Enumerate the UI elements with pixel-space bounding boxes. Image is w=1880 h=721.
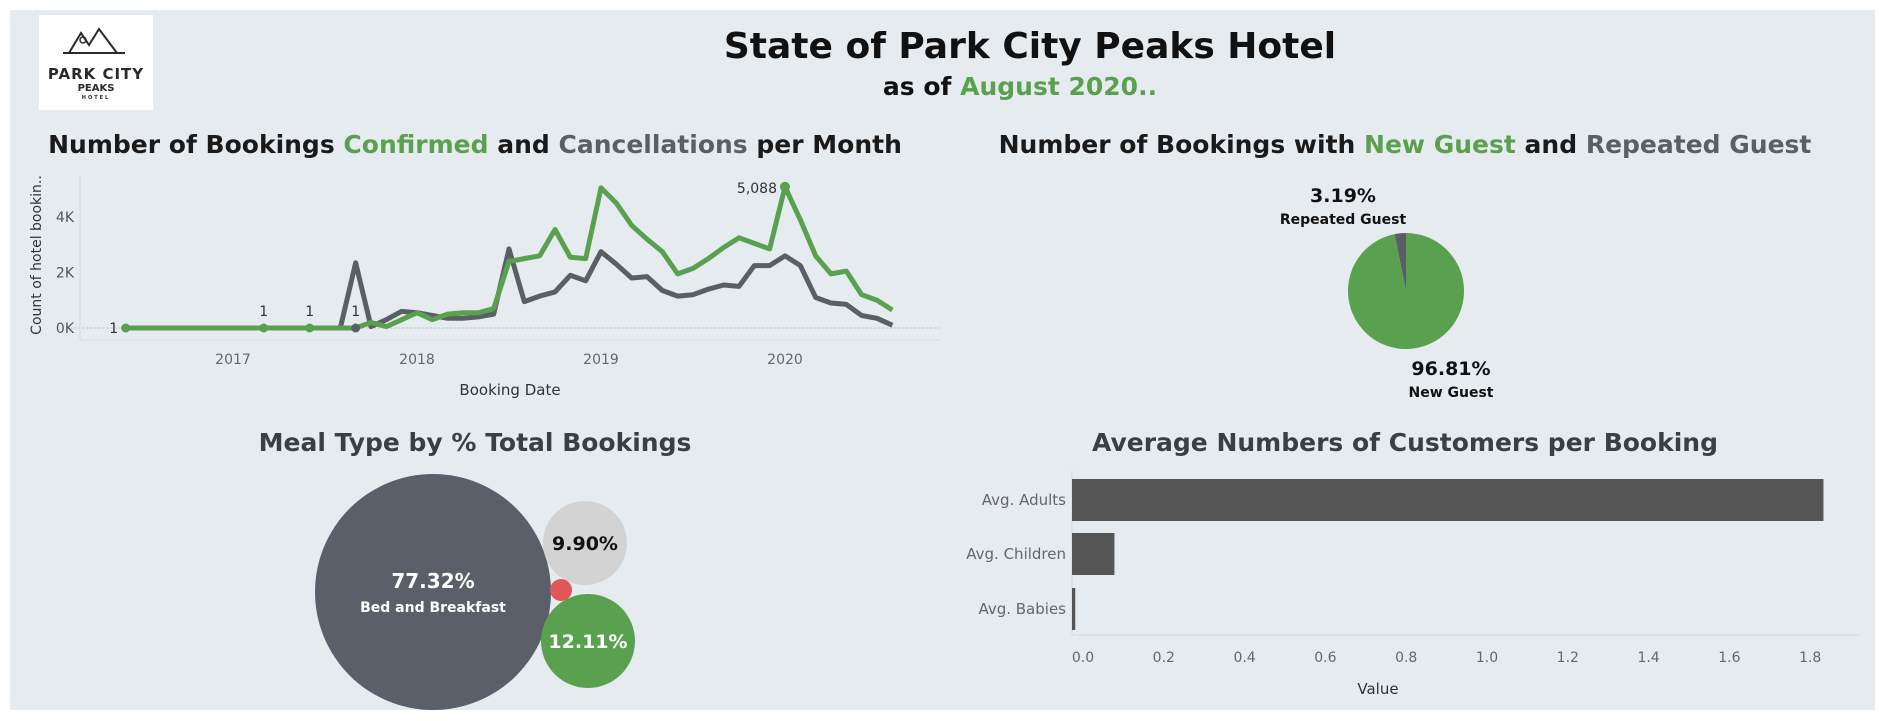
- title-part: per Month: [747, 130, 902, 159]
- bubble-meal-small: [550, 579, 572, 601]
- mountain-logo-icon: [63, 27, 125, 54]
- confirmed-series-line: [125, 184, 894, 331]
- title-cancellations: Cancellations: [558, 130, 748, 159]
- title-new-guest: New Guest: [1364, 130, 1516, 159]
- logo-sub: PEAKS: [77, 83, 115, 94]
- x-tick-label: 2018: [399, 352, 435, 368]
- dashboard-title: State of Park City Peaks Hotel: [723, 26, 1337, 67]
- x-tick-label: 2019: [583, 352, 619, 368]
- new-guest-label: New Guest: [1409, 385, 1494, 401]
- dashboard-subtitle: as of August 2020..: [0, 72, 1880, 101]
- bar-x-axis-title: Value: [1357, 680, 1398, 698]
- point-data-label: 1: [351, 304, 360, 320]
- x-tick-label: 2017: [215, 352, 251, 368]
- bubble-meal-12-11: [541, 594, 635, 688]
- bar-avg-adults: [1072, 479, 1824, 521]
- title-repeated-guest: Repeated Guest: [1585, 130, 1812, 159]
- point-data-label: 1: [109, 321, 118, 337]
- new-guest-pct: 96.81%: [1411, 358, 1490, 380]
- y-tick-label: 2K: [56, 266, 75, 282]
- series-point-marker: [351, 323, 361, 333]
- meal-12-11-pct: 12.11%: [548, 631, 627, 653]
- bar-x-tick-label: 0.8: [1395, 650, 1417, 666]
- peak-point-marker: [780, 181, 790, 192]
- bar-category-label: Avg. Children: [966, 545, 1066, 563]
- point-data-label: 1: [259, 304, 268, 320]
- bookings-line-chart: 0K 2K 4K 2017 2018 2019 2020 1 1 1 1 5,088 Booking…: [29, 175, 940, 399]
- repeated-guest-pct: 3.19%: [1310, 185, 1376, 207]
- meal-bubble-chart: 77.32% Bed and Breakfast 9.90% 12.11%: [315, 474, 635, 710]
- point-data-label: 5,088: [737, 181, 777, 197]
- subtitle-date: August 2020..: [960, 72, 1158, 101]
- bar-x-tick-label: 1.4: [1637, 650, 1659, 666]
- repeated-guest-label: Repeated Guest: [1280, 212, 1406, 228]
- y-tick-label: 4K: [56, 210, 75, 226]
- customers-bar-chart: Avg. Adults Avg. Children Avg. Babies 0.0 0.…: [966, 470, 1860, 698]
- bar-x-tick-label: 0.2: [1153, 650, 1175, 666]
- x-tick-label: 2020: [767, 352, 803, 368]
- pie-slice-repeated-guest: [1394, 233, 1406, 291]
- title-part: and: [488, 130, 559, 159]
- series-point-marker: [259, 323, 269, 333]
- bar-x-tick-label: 0.0: [1072, 650, 1094, 666]
- x-axis-title: Booking Date: [459, 381, 560, 399]
- meal-chart-title: Meal Type by % Total Bookings: [258, 428, 692, 457]
- series-point-marker: [121, 323, 131, 333]
- title-part: and: [1515, 130, 1586, 159]
- park-city-logo: PARK CITY PEAKS HOTEL: [39, 15, 153, 110]
- bed-breakfast-pct: 77.32%: [391, 569, 474, 593]
- bar-x-tick-label: 1.0: [1476, 650, 1498, 666]
- guest-pie-chart: 3.19% Repeated Guest 96.81% New Guest: [1280, 185, 1494, 401]
- bubble-meal-9-90: [543, 501, 627, 585]
- bar-avg-babies: [1072, 588, 1076, 630]
- logo-name: PARK CITY: [47, 65, 145, 83]
- bar-x-tick-label: 1.6: [1718, 650, 1740, 666]
- title-part: Number of Bookings: [48, 130, 344, 159]
- guest-chart-title: Number of Bookings with New Guest and Re…: [940, 130, 1870, 159]
- bar-x-tick-label: 1.8: [1799, 650, 1821, 666]
- pie-slice-new-guest: [1348, 233, 1464, 349]
- meal-9-90-pct: 9.90%: [552, 533, 618, 555]
- bed-breakfast-label: Bed and Breakfast: [360, 600, 506, 616]
- y-axis-title: Count of hotel bookin..: [29, 175, 45, 335]
- bar-category-label: Avg. Babies: [978, 600, 1066, 618]
- bubble-bed-and-breakfast: [315, 474, 551, 710]
- logo-tag: HOTEL: [81, 95, 111, 101]
- bar-avg-children: [1072, 533, 1115, 575]
- customers-chart-title: Average Numbers of Customers per Booking: [1091, 428, 1718, 457]
- bar-x-tick-label: 0.6: [1314, 650, 1336, 666]
- bar-category-label: Avg. Adults: [982, 491, 1066, 509]
- bar-x-tick-label: 0.4: [1233, 650, 1255, 666]
- y-tick-label: 0K: [56, 321, 75, 337]
- series-point-marker: [305, 323, 315, 333]
- point-data-label: 1: [305, 304, 314, 320]
- title-part: Number of Bookings with: [998, 130, 1365, 159]
- title-confirmed: Confirmed: [343, 130, 489, 159]
- subtitle-prefix: as of: [882, 72, 961, 101]
- bar-x-tick-label: 1.2: [1557, 650, 1579, 666]
- bookings-chart-title: Number of Bookings Confirmed and Cancell…: [0, 130, 950, 159]
